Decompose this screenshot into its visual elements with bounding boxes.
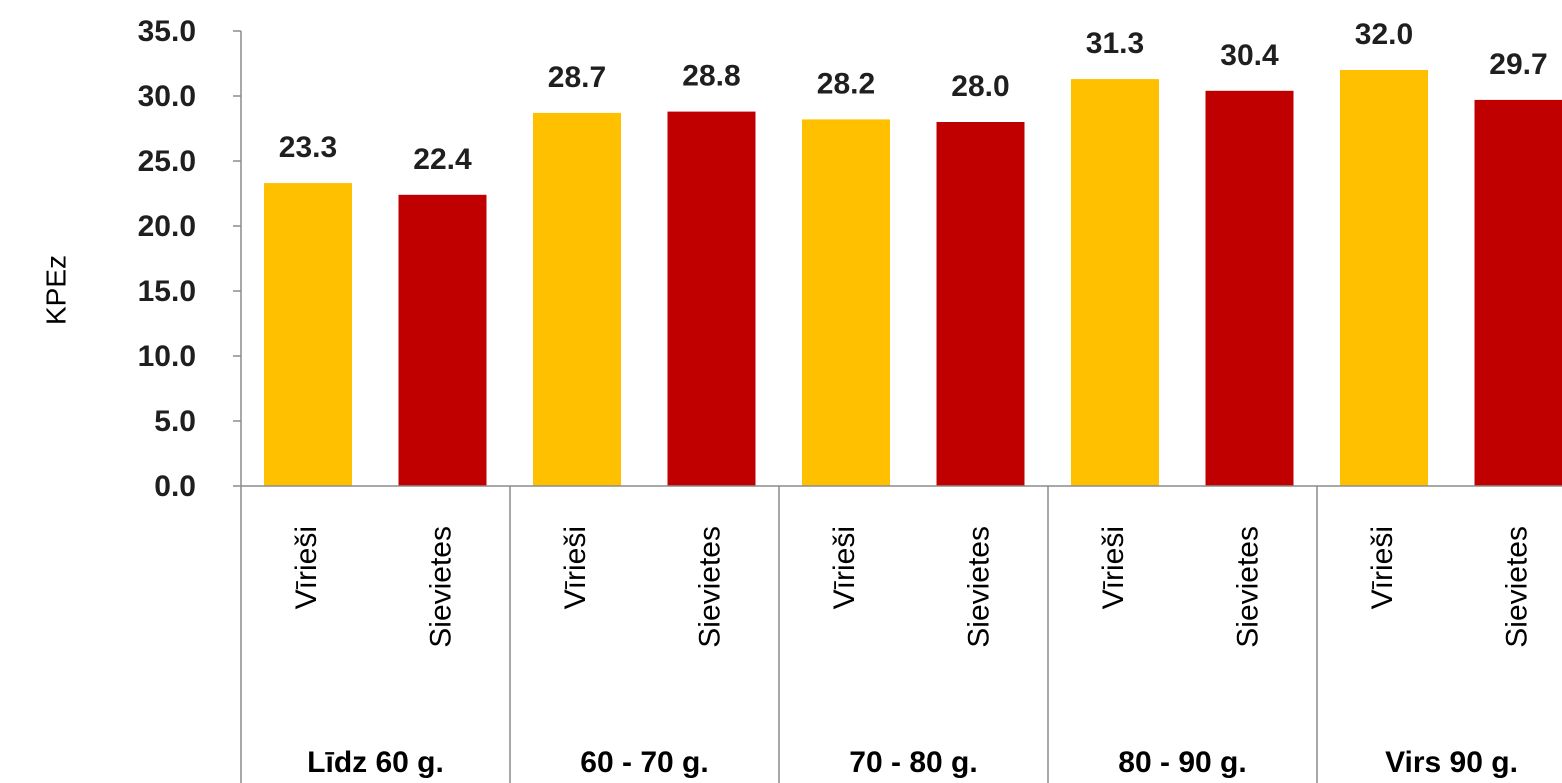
data-label: 28.8	[682, 60, 740, 93]
y-tick-label: 5.0	[154, 405, 196, 438]
group-label: 70 - 80 g.	[849, 746, 977, 779]
data-label: 23.3	[279, 131, 337, 164]
category-label: Sievietes	[1231, 526, 1264, 648]
data-label: 28.2	[817, 67, 875, 100]
category-label: Vīrieši	[559, 526, 592, 609]
bar	[1071, 79, 1159, 486]
group-label: 80 - 90 g.	[1118, 746, 1246, 779]
data-label: 28.0	[951, 70, 1009, 103]
y-tick-label: 35.0	[138, 15, 196, 48]
bar	[1474, 99, 1562, 487]
bar	[667, 111, 756, 486]
bar	[1205, 90, 1294, 487]
category-label: Sievietes	[1500, 526, 1533, 648]
category-label: Vīrieši	[290, 526, 323, 609]
group-label: Virs 90 g.	[1385, 746, 1518, 779]
data-label: 32.0	[1355, 18, 1413, 51]
y-tick-label: 25.0	[138, 145, 196, 178]
bar	[1340, 70, 1428, 486]
group-label: Līdz 60 g.	[307, 746, 444, 779]
y-tick-label: 15.0	[138, 275, 196, 308]
bar	[398, 194, 487, 487]
category-label: Vīrieši	[1366, 526, 1399, 609]
data-label: 30.4	[1220, 39, 1279, 72]
data-label: 31.3	[1086, 27, 1144, 60]
y-tick-label: 20.0	[138, 210, 196, 243]
bar	[264, 183, 352, 486]
group-label: 60 - 70 g.	[580, 746, 708, 779]
category-label: Sievietes	[424, 526, 457, 648]
category-label: Sievietes	[962, 526, 995, 648]
data-label: 28.7	[548, 61, 606, 94]
bar	[533, 112, 621, 487]
y-tick-label: 0.0	[154, 470, 196, 503]
category-label: Vīrieši	[828, 526, 861, 609]
y-axis-label: KPEz	[40, 255, 71, 325]
y-tick-label: 10.0	[138, 340, 196, 373]
bar	[802, 119, 890, 487]
data-label: 29.7	[1489, 48, 1547, 81]
bar	[936, 122, 1025, 486]
y-tick-label: 30.0	[138, 80, 196, 113]
data-label: 22.4	[413, 143, 472, 176]
category-label: Sievietes	[693, 526, 726, 648]
category-label: Vīrieši	[1097, 526, 1130, 609]
